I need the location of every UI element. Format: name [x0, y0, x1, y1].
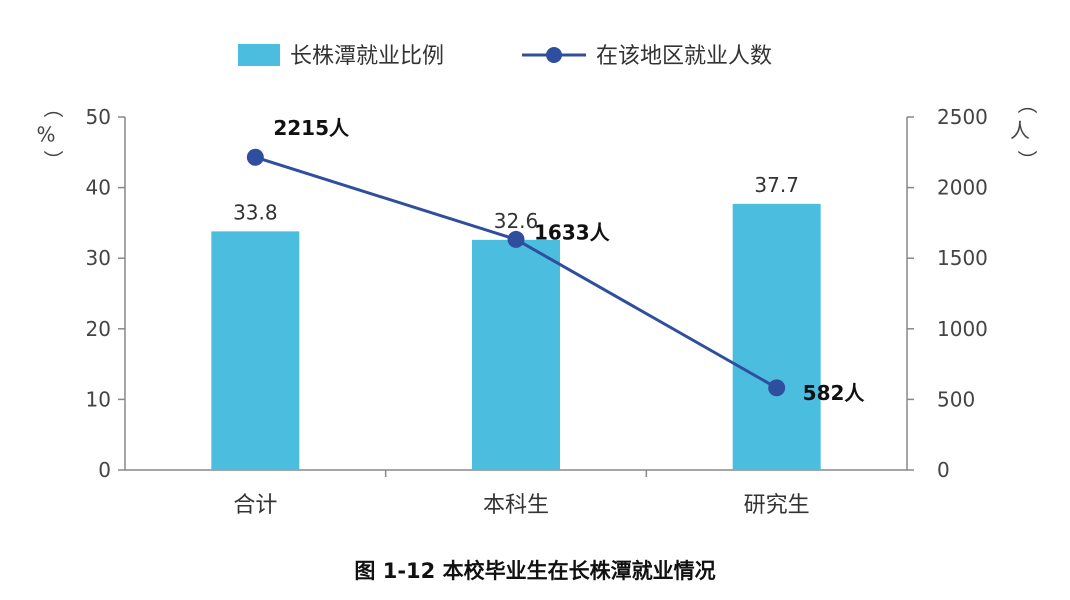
category-labels: 合计 本科生 研究生	[233, 493, 809, 518]
figure-caption: 图 1-12 本校毕业生在长株潭就业情况	[354, 559, 716, 583]
legend: 长株潭就业比例 在该地区就业人数	[238, 44, 772, 69]
right-unit-open: （	[1015, 94, 1039, 114]
line-series	[246, 148, 786, 397]
bar	[732, 203, 821, 470]
right-axis-unit: （ 人 ）	[1010, 94, 1039, 170]
legend-line-marker	[546, 47, 562, 63]
bar	[211, 231, 300, 470]
bar-series	[211, 203, 821, 470]
left-axis-ticks: 0 10 20 30 40 50	[86, 105, 125, 482]
line-data-labels: 2215人 1633人 582人	[273, 116, 865, 405]
category-label: 本科生	[483, 493, 549, 518]
legend-bar-swatch	[238, 44, 280, 66]
left-tick-label: 0	[98, 458, 111, 482]
left-unit-close: ）	[41, 150, 65, 170]
left-tick-label: 40	[86, 176, 111, 200]
right-tick-label: 0	[937, 458, 950, 482]
line-point	[246, 148, 264, 166]
left-axis-unit: （ % ）	[36, 98, 65, 170]
bar-value-label: 32.6	[494, 209, 539, 233]
legend-line-label: 在该地区就业人数	[596, 44, 772, 69]
right-axis-ticks: 0 500 1000 1500 2000 2500	[907, 105, 988, 482]
line-value-label: 582人	[803, 381, 866, 405]
bar-value-label: 37.7	[754, 173, 799, 197]
category-label: 合计	[233, 493, 277, 518]
line-point	[507, 230, 525, 248]
right-tick-label: 1500	[937, 246, 988, 270]
combo-chart: 长株潭就业比例 在该地区就业人数 （ % ） （ 人 ） 0 10 20 30 40 50…	[36, 44, 1039, 518]
bar-value-label: 33.8	[233, 200, 278, 224]
legend-bar-label: 长株潭就业比例	[290, 44, 444, 69]
right-tick-label: 2500	[937, 105, 988, 129]
bar-data-labels: 33.8 32.6 37.7	[233, 173, 799, 233]
line-value-label: 2215人	[273, 116, 350, 140]
right-tick-label: 2000	[937, 176, 988, 200]
category-label: 研究生	[744, 493, 810, 518]
left-tick-label: 50	[86, 105, 111, 129]
right-unit-text: 人	[1010, 119, 1030, 143]
left-unit-open: （	[41, 98, 65, 118]
left-tick-label: 10	[86, 387, 111, 411]
left-tick-label: 30	[86, 246, 111, 270]
x-axis-ticks	[384, 470, 648, 477]
bar	[472, 239, 560, 470]
right-unit-close: ）	[1015, 150, 1039, 170]
line-value-label: 1633人	[534, 220, 611, 244]
left-tick-label: 20	[86, 317, 111, 341]
line-point	[768, 379, 786, 397]
right-tick-label: 1000	[937, 317, 988, 341]
left-unit-text: %	[36, 123, 55, 147]
right-tick-label: 500	[937, 387, 975, 411]
